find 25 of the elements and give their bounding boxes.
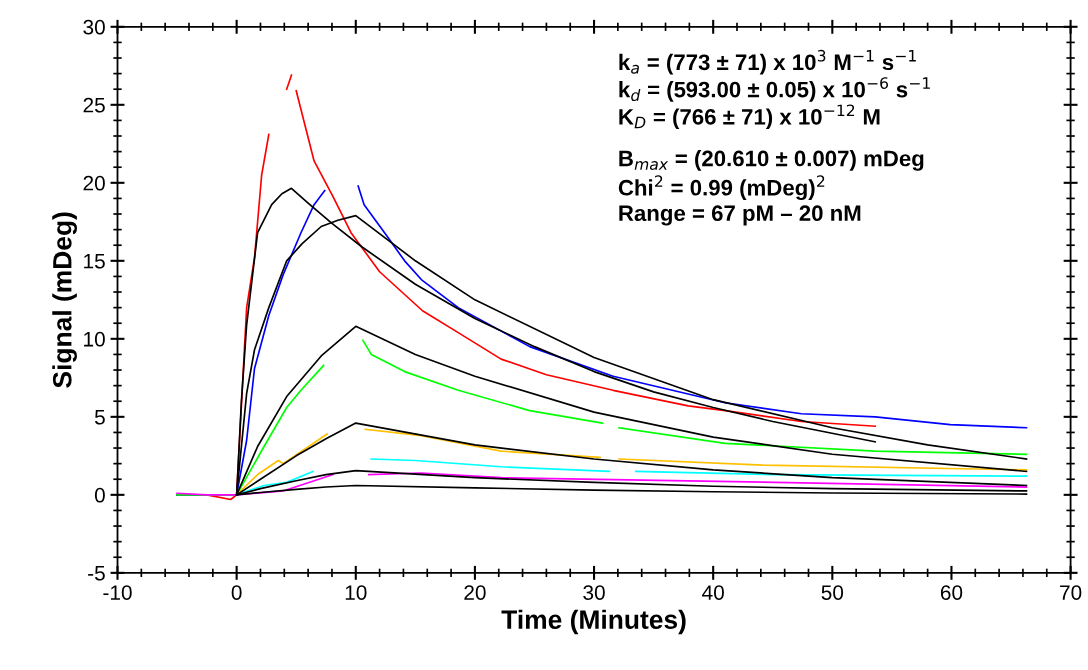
y-tick-label: 0 <box>94 487 105 503</box>
x-tick-label: -10 <box>103 585 132 600</box>
annotation: k$_{d}$ = (593.00 ± 0.05) x 10$^{−6}$ s$^{−1}$ <box>619 77 930 102</box>
y-tick-label: 20 <box>83 175 105 191</box>
y-tick-label: 30 <box>83 19 105 35</box>
x-axis-title: Time (Minutes) <box>501 609 686 635</box>
x-tick-label: 0 <box>231 585 242 600</box>
x-tick-label: 30 <box>583 585 605 600</box>
y-tick-label: 10 <box>84 331 105 347</box>
annotation: Chi$^{2}$ = 0.99 (mDeg)$^{2}$ <box>618 175 825 201</box>
y-tick-label: 15 <box>84 254 105 269</box>
annotation: Range = 67 pM – 20 nM <box>619 205 861 226</box>
annotation: K$_{D}$ = (766 ± 71) x 10$^{−12}$ M <box>619 104 880 130</box>
x-tick-label: 60 <box>940 585 963 600</box>
y-tick-label: 25 <box>83 97 105 113</box>
y-tick-label: 5 <box>94 410 105 425</box>
annotation: B$_{max}$ = (20.610 ± 0.007) mDeg <box>619 150 924 171</box>
x-tick-label: 40 <box>702 585 724 600</box>
annotation: k$_{a}$ = (773 ± 71) x 10$^{3}$ M$^{−1}$ s$^{−1}$ <box>619 49 916 75</box>
x-tick-label: 20 <box>464 585 486 600</box>
y-axis-title: Signal (mDeg) <box>52 212 77 388</box>
x-tick-label: 10 <box>345 585 367 600</box>
y-tick-label: -5 <box>88 566 105 581</box>
x-tick-label: 50 <box>821 585 844 600</box>
x-tick-label: 70 <box>1060 585 1082 600</box>
